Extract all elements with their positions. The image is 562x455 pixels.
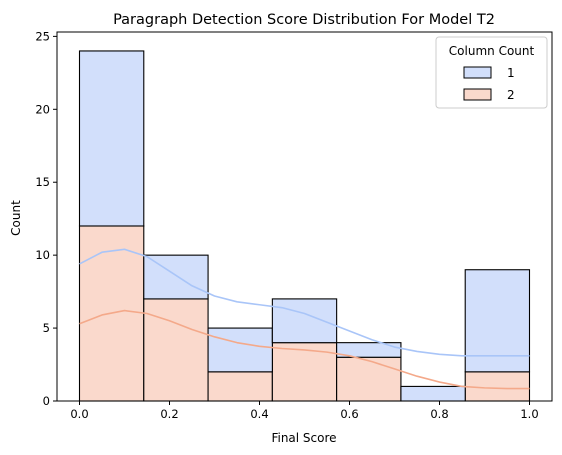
bar-series-1-bin-0: [78, 50, 145, 227]
bar-series-1-bin-5: [400, 385, 466, 402]
x-tick-label: 1.0: [520, 407, 538, 421]
y-tick-label: 10: [35, 248, 50, 262]
legend-entries: 12: [463, 66, 515, 102]
bar-series-2-bin-2: [207, 371, 273, 402]
legend-swatch-1: [463, 66, 492, 79]
x-tick-label: 0.4: [250, 407, 268, 421]
bar-series-2-bin-4: [336, 356, 402, 402]
bar-series-2-bin-6: [464, 371, 531, 402]
y-tick-label: 20: [35, 102, 50, 116]
x-axis-label: Final Score: [271, 431, 336, 445]
bar-series-1-bin-2: [207, 327, 273, 373]
x-tick-label: 0.2: [160, 407, 178, 421]
axes-layer: 0.0 0.2 0.4 0.6 0.8 1.0 0 5 10 15 20 25: [35, 29, 553, 421]
bar-series-1-bin-4: [336, 342, 402, 358]
kde-curve-series-2: [79, 309, 530, 390]
legend-label-2: 2: [507, 88, 515, 102]
y-tick-label: 0: [43, 394, 50, 408]
x-tick-label: 0.8: [430, 407, 448, 421]
kde-curve-series-1: [79, 248, 530, 357]
bars-layer: [78, 50, 531, 402]
legend-label-1: 1: [507, 66, 515, 80]
chart-title: Paragraph Detection Score Distribution F…: [113, 12, 495, 28]
y-tick-label: 25: [35, 29, 50, 43]
bar-series-1-bin-1: [143, 254, 209, 300]
x-tick-label: 0.0: [70, 407, 88, 421]
legend: Column Count 12: [435, 36, 548, 109]
bar-series-2-bin-1: [143, 298, 209, 402]
kde-layer: [79, 248, 530, 390]
plot-frame: [56, 31, 553, 402]
bar-series-1-bin-6: [464, 269, 531, 373]
bar-series-1-bin-3: [271, 298, 338, 344]
legend-title: Column Count: [449, 44, 535, 58]
x-tick-label: 0.6: [340, 407, 358, 421]
legend-swatch-2: [463, 88, 492, 101]
y-tick-label: 15: [35, 175, 50, 189]
y-axis-label: Count: [9, 200, 23, 236]
y-tick-label: 5: [43, 321, 50, 335]
